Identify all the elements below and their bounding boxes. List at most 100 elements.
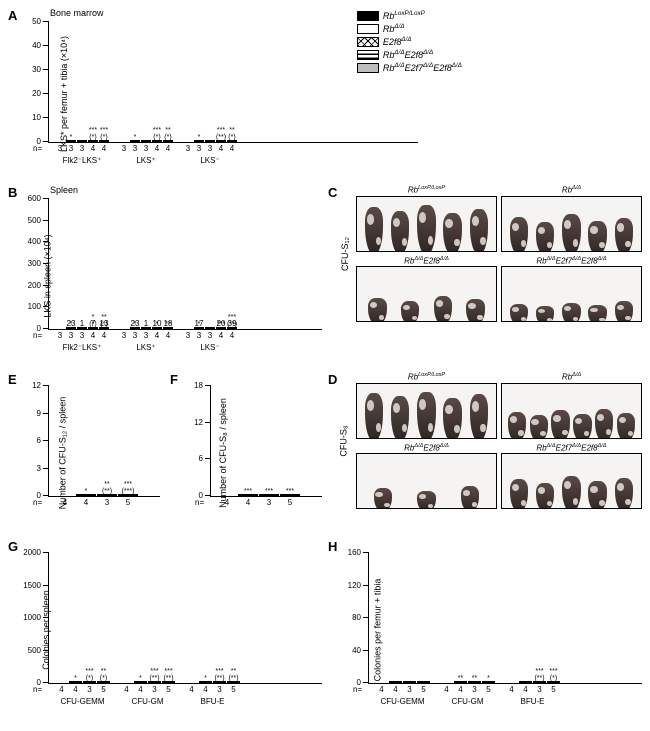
bar: *** (280, 494, 300, 496)
fold-label: 1 (144, 319, 148, 328)
panel-C: C CFU-S₁₂ RbLoxP/LoxPRbΔ/ΔRbΔ/ΔE2f8Δ/ΔRb… (328, 185, 642, 366)
spleen-shape (470, 209, 488, 252)
ytick-label: 200 (28, 281, 41, 290)
spleen-shape (510, 479, 528, 509)
spleen-image (356, 383, 497, 439)
spleen-title: RbΔ/Δ (501, 185, 642, 195)
group-label: CFU-GEMM (61, 697, 105, 706)
significance: ***(**) (214, 668, 224, 682)
bar (389, 681, 402, 683)
bar-group: ***(**)***(***)4435 (55, 494, 138, 496)
spleen-cell: RbΔ/ΔE2f8Δ/Δ (356, 443, 497, 510)
n-row: 33344 (119, 331, 173, 340)
chart-B-title: Spleen (50, 185, 78, 195)
spleen-title: RbLoxP/LoxP (356, 185, 497, 195)
bar-group: *231*10**1833344LKS⁺ (119, 327, 173, 329)
bar (519, 681, 532, 683)
n-value: 3 (130, 144, 140, 153)
bar: **(**) (97, 494, 117, 496)
n-label: n= (33, 331, 42, 340)
spleen-title: RbLoxP/LoxP (356, 372, 497, 382)
n-row: 4435 (120, 685, 175, 694)
spleen-shape (365, 207, 383, 252)
fold-label: 23 (131, 319, 140, 328)
spleen-image (501, 453, 642, 509)
n-label: n= (33, 498, 42, 507)
n-value: 4 (99, 144, 109, 153)
spleen-C-side: CFU-S₁₂ (340, 237, 350, 271)
n-value: 4 (519, 685, 532, 694)
bar: * (66, 140, 76, 142)
ytick-label: 6 (199, 454, 203, 463)
significance: ***(**) (149, 668, 159, 682)
bar: ***(***) (118, 494, 138, 496)
n-value: 4 (227, 331, 237, 340)
spleen-shape (417, 205, 435, 252)
panel-E: E Number of CFU-S₁₂ / spleen 036912***(*… (8, 372, 160, 533)
spleen-shape (615, 218, 633, 252)
ytick-label: 18 (194, 381, 203, 390)
significance: ***(*) (85, 668, 93, 682)
n-row: 33344 (119, 144, 173, 153)
n-value: 4 (238, 498, 258, 507)
n-value: 4 (99, 331, 109, 340)
ytick-label: 1500 (23, 581, 41, 590)
ytick-label: 6 (37, 436, 41, 445)
significance: ***(**) (163, 668, 173, 682)
spleen-cell: RbΔ/ΔE2f8Δ/Δ (356, 256, 497, 323)
n-value: 3 (468, 685, 481, 694)
n-value: 3 (403, 685, 416, 694)
panel-G: G Colonies per spleen 0500100015002000n=… (8, 539, 322, 720)
fold-label: 23 (67, 319, 76, 328)
spleen-shape (365, 393, 383, 439)
group-label: LKS⁺ (136, 156, 155, 165)
bar: ***(**) (162, 681, 175, 683)
significance: ***(***) (122, 481, 135, 495)
fold-label: 17 (195, 319, 204, 328)
ytick-label: 3 (37, 464, 41, 473)
spleen-shape (551, 410, 569, 438)
chart-A-title: Bone marrow (50, 8, 104, 18)
spleen-shape (391, 396, 409, 439)
spleen-shape (595, 409, 613, 438)
group-label: LKS⁻ (200, 156, 219, 165)
ytick-label: 12 (194, 418, 203, 427)
spleen-grid-D: CFU-S₈ RbLoxP/LoxPRbΔ/ΔRbΔ/ΔE2f8Δ/ΔRbΔ/Δ… (328, 372, 642, 509)
n-value: 4 (440, 685, 453, 694)
bar: ***(**) (216, 140, 226, 142)
chart-E-plot: 036912***(**)***(***)4435n= (48, 386, 160, 497)
bar (403, 681, 416, 683)
n-value: 3 (205, 144, 215, 153)
spleen-shape (417, 491, 435, 510)
spleen-image (356, 196, 497, 252)
bar: 1 (77, 327, 87, 329)
spleen-cell: RbΔ/ΔE2f7Δ/ΔE2f8Δ/Δ (501, 443, 642, 510)
bar: ***(*) (99, 140, 109, 142)
chart-B-plot: 0100200300400500600n=*231*(*)7**(*)13333… (48, 199, 322, 330)
ytick-label: 600 (28, 194, 41, 203)
n-row: 4435 (185, 685, 240, 694)
bar-group: *17***20***(**)3933344LKS⁻ (183, 327, 237, 329)
significance: ** (472, 675, 477, 682)
spleen-shape (617, 413, 635, 439)
spleen-shape (562, 476, 580, 510)
fold-label: 20 (217, 319, 226, 328)
bar: ***(**) (533, 681, 546, 683)
n-value: 3 (205, 331, 215, 340)
ytick-label: 500 (28, 646, 41, 655)
bar: *** (238, 494, 258, 496)
bar: * (134, 681, 147, 683)
spleen-shape (374, 488, 392, 509)
n-value: 4 (152, 144, 162, 153)
significance: * (139, 675, 142, 682)
bar: **(*) (97, 681, 110, 683)
bar-group: ****(*)**(*)33344LKS⁺ (119, 140, 173, 142)
n-value: 3 (194, 331, 204, 340)
n-value: 4 (88, 144, 98, 153)
spleen-shape (510, 304, 528, 323)
spleen-shape (536, 222, 554, 251)
spleen-shape (615, 478, 633, 510)
fold-label: 13 (100, 319, 109, 328)
group-label: CFU-GEMM (381, 697, 425, 706)
ytick-label: 40 (352, 646, 361, 655)
